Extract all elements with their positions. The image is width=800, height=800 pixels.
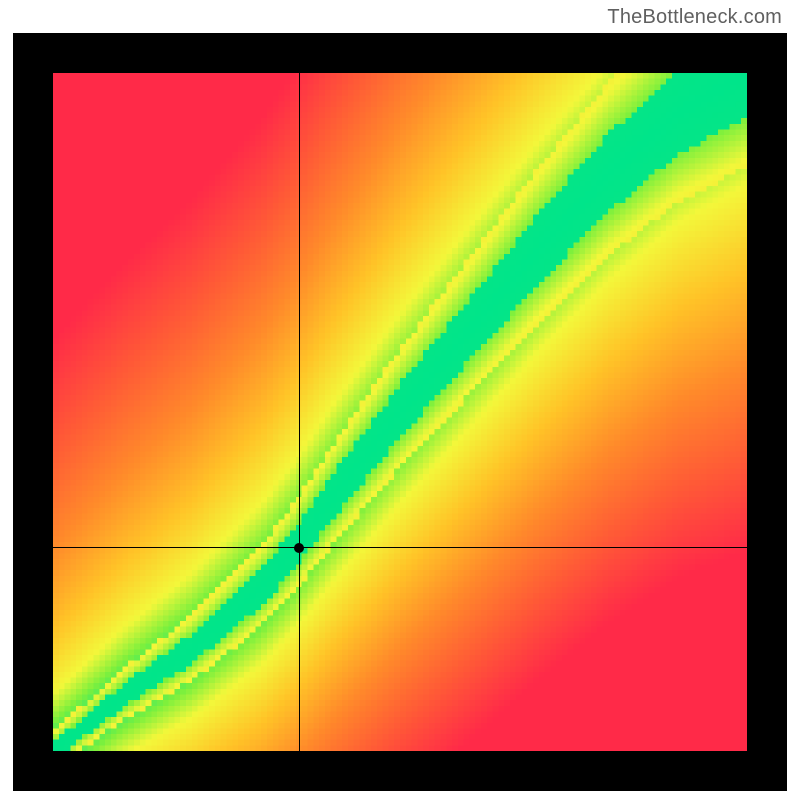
heatmap-canvas <box>53 73 747 751</box>
chart-container: TheBottleneck.com <box>0 0 800 800</box>
crosshair-vertical <box>299 73 300 751</box>
watermark-text: TheBottleneck.com <box>607 6 782 29</box>
crosshair-horizontal <box>53 547 747 548</box>
marker-dot <box>294 543 304 553</box>
